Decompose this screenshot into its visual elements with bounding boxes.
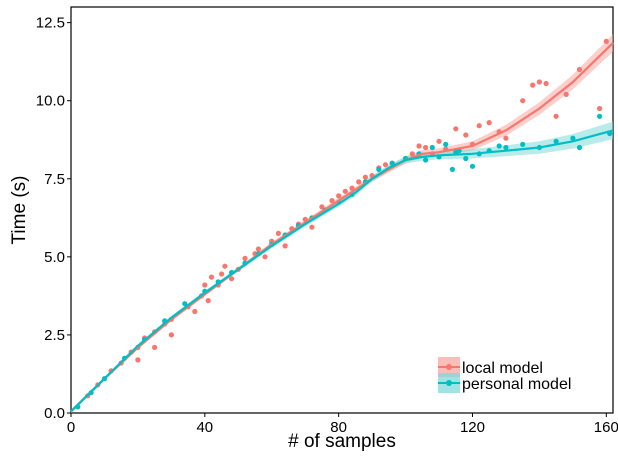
point-local-model-41 bbox=[356, 179, 362, 185]
point-local-model-54 bbox=[453, 126, 459, 132]
point-personal-model-33 bbox=[496, 143, 502, 149]
point-local-model-38 bbox=[336, 193, 342, 199]
point-local-model-19 bbox=[208, 274, 215, 280]
x-tick-label-4: 160 bbox=[594, 419, 618, 436]
plot-content bbox=[70, 34, 614, 414]
point-personal-model-20 bbox=[376, 166, 382, 172]
confidence-band-personal-model bbox=[71, 121, 613, 414]
point-local-model-36 bbox=[319, 204, 325, 210]
point-local-model-61 bbox=[520, 98, 526, 104]
point-local-model-49 bbox=[416, 143, 422, 149]
y-tick-label-5: 12.5 bbox=[36, 15, 65, 32]
point-local-model-62 bbox=[530, 82, 536, 88]
x-tick-label-3: 120 bbox=[460, 419, 485, 436]
point-local-model-21 bbox=[219, 271, 225, 277]
point-local-model-37 bbox=[329, 198, 335, 204]
point-local-model-64 bbox=[543, 80, 549, 87]
point-local-model-30 bbox=[275, 230, 281, 236]
point-local-model-52 bbox=[436, 138, 442, 144]
y-tick-label-3: 7.5 bbox=[44, 171, 65, 188]
point-personal-model-24 bbox=[423, 157, 429, 163]
y-axis-title: Time (s) bbox=[9, 176, 30, 245]
legend-item-personal-model: personal model bbox=[438, 373, 571, 393]
legend-item-local-model: local model bbox=[438, 357, 543, 377]
legend-key-local-model-point bbox=[446, 364, 452, 370]
y-tick-label-0: 0.0 bbox=[44, 405, 65, 422]
point-personal-model-38 bbox=[570, 135, 576, 141]
point-local-model-57 bbox=[476, 123, 482, 129]
trend-line-personal-model bbox=[70, 129, 614, 413]
point-local-model-55 bbox=[463, 132, 469, 138]
x-tick-label-0: 0 bbox=[67, 419, 75, 436]
x-axis-ticks: 0 40 80 120 160 bbox=[67, 413, 618, 436]
point-local-model-67 bbox=[576, 66, 583, 73]
point-local-model-12 bbox=[152, 344, 158, 350]
point-personal-model-42 bbox=[449, 166, 455, 172]
point-personal-model-39 bbox=[576, 144, 583, 151]
point-local-model-42 bbox=[362, 174, 368, 180]
point-personal-model-6 bbox=[182, 301, 188, 307]
x-tick-label-2: 80 bbox=[330, 419, 347, 436]
point-local-model-23 bbox=[229, 276, 235, 282]
point-local-model-58 bbox=[486, 120, 492, 126]
y-tick-label-1: 2.5 bbox=[44, 327, 65, 344]
legend-key-personal-model-point bbox=[446, 380, 452, 386]
point-local-model-25 bbox=[242, 255, 248, 261]
legend-label-personal-model: personal model bbox=[462, 376, 571, 393]
point-personal-model-25 bbox=[429, 144, 435, 151]
point-local-model-15 bbox=[192, 308, 198, 315]
point-personal-model-34 bbox=[503, 144, 509, 151]
point-local-model-60 bbox=[503, 135, 509, 141]
point-local-model-40 bbox=[349, 185, 355, 191]
point-personal-model-37 bbox=[553, 138, 559, 144]
plot-panel bbox=[70, 6, 614, 414]
legend: local model personal model bbox=[438, 357, 571, 393]
point-local-model-13 bbox=[168, 332, 174, 338]
x-tick-label-1: 40 bbox=[196, 419, 213, 436]
point-personal-model-35 bbox=[520, 141, 526, 147]
legend-label-local-model: local model bbox=[462, 360, 543, 377]
point-local-model-22 bbox=[222, 263, 228, 269]
x-axis-title: # of samples bbox=[288, 431, 396, 452]
y-tick-label-4: 10.0 bbox=[36, 93, 65, 110]
point-local-model-65 bbox=[597, 105, 603, 112]
point-local-model-45 bbox=[382, 162, 389, 168]
point-local-model-27 bbox=[255, 246, 261, 252]
trend-line-local-model bbox=[70, 42, 614, 413]
point-personal-model-27 bbox=[443, 141, 449, 147]
point-local-model-66 bbox=[603, 38, 609, 45]
point-local-model-11 bbox=[135, 357, 141, 363]
point-local-model-63 bbox=[536, 79, 543, 85]
y-axis-ticks: 0.0 2.5 5.0 7.5 10.0 12.5 bbox=[36, 15, 71, 422]
point-local-model-31 bbox=[282, 243, 288, 249]
point-local-model-35 bbox=[309, 224, 315, 230]
point-personal-model-29 bbox=[463, 155, 469, 162]
point-local-model-18 bbox=[205, 298, 211, 304]
point-personal-model-40 bbox=[597, 113, 603, 119]
point-local-model-48 bbox=[409, 151, 415, 157]
point-local-model-69 bbox=[563, 91, 569, 97]
point-local-model-39 bbox=[342, 188, 348, 194]
point-personal-model-30 bbox=[469, 163, 476, 169]
y-tick-label-2: 5.0 bbox=[44, 249, 65, 266]
point-local-model-68 bbox=[553, 113, 559, 119]
point-local-model-17 bbox=[202, 282, 208, 288]
point-local-model-28 bbox=[262, 254, 268, 260]
point-local-model-50 bbox=[423, 144, 429, 151]
